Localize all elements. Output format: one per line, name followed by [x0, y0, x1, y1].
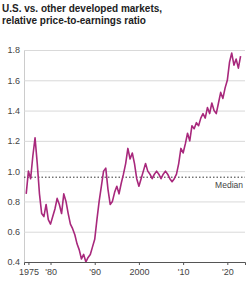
- tick-mark: [28, 262, 29, 265]
- y-tick-label: 1.2: [7, 136, 20, 146]
- x-tick: '90: [89, 262, 101, 277]
- tick-mark: [227, 262, 228, 265]
- x-tick-label: '10: [178, 267, 190, 277]
- y-axis-line: [25, 51, 246, 263]
- grid-line: [24, 141, 245, 142]
- y-tick-label: 1.8: [7, 45, 20, 55]
- grid-line: [24, 80, 245, 81]
- x-tick-label: 1975: [19, 267, 39, 277]
- y-tick: 1.0: [7, 167, 245, 177]
- x-axis: 1975 '80 '90 2000 '10 '20: [19, 262, 246, 277]
- y-tick-label: 0.4: [7, 257, 20, 267]
- x-tick: 1975: [19, 262, 39, 277]
- y-tick: 0.6: [7, 227, 245, 237]
- tick-mark: [51, 262, 52, 265]
- y-axis: 0.4 0.6 0.8 1.0 1.2 1.4 1.6 1.8: [7, 45, 245, 267]
- y-tick: 1.2: [7, 136, 245, 146]
- x-axis-line: [25, 263, 246, 266]
- x-tick: '20: [222, 262, 234, 277]
- grid-line: [24, 171, 245, 172]
- marks: [24, 53, 245, 262]
- median-line: [24, 177, 245, 178]
- title-line: U.S. vs. other developed markets,: [2, 3, 162, 14]
- plot: 0.4 0.6 0.8 1.0 1.2 1.4 1.6 1.8 1975 '80 '90 2000 '1…: [7, 45, 245, 277]
- title: U.S. vs. other developed markets,relativ…: [2, 3, 162, 26]
- x-tick: '80: [45, 262, 57, 277]
- y-tick-label: 1.4: [7, 106, 20, 116]
- y-tick-label: 1.6: [7, 76, 20, 86]
- x-tick-label: '80: [45, 267, 57, 277]
- y-tick-label: 1.0: [7, 167, 20, 177]
- x-tick-label: '90: [89, 267, 101, 277]
- x-tick: '10: [178, 262, 190, 277]
- tick-mark: [95, 262, 96, 265]
- grid-line: [24, 111, 245, 112]
- tick-mark: [183, 262, 184, 265]
- y-tick: 1.8: [7, 45, 245, 55]
- title-line: relative price-to-earnings ratio: [2, 15, 146, 26]
- median-label: Median: [215, 180, 243, 190]
- x-tick: 2000: [129, 262, 149, 277]
- x-tick-label: '20: [222, 267, 234, 277]
- chart: U.S. vs. other developed markets,relativ…: [0, 0, 249, 288]
- y-tick-label: 0.6: [7, 227, 20, 237]
- grid-line: [24, 232, 245, 233]
- x-tick-label: 2000: [129, 267, 149, 277]
- y-tick: 1.6: [7, 76, 245, 86]
- tick-mark: [139, 262, 140, 265]
- data-line: [26, 53, 240, 262]
- grid-line: [24, 50, 245, 51]
- y-tick: 0.4: [7, 257, 245, 267]
- y-tick: 0.8: [7, 197, 245, 207]
- y-tick-label: 0.8: [7, 197, 20, 207]
